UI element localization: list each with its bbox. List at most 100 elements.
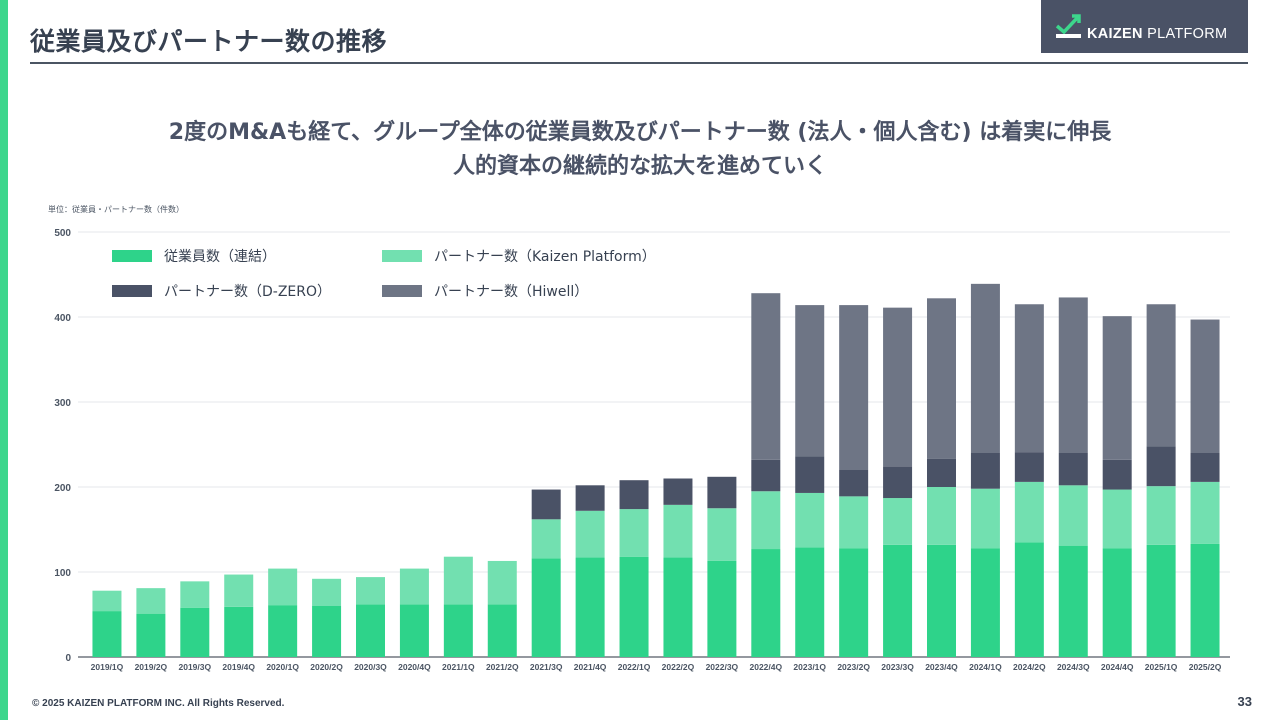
bar-segment-series-2 — [707, 476, 737, 509]
bar-segment-series-2 — [795, 456, 825, 493]
x-tick-label: 2023/4Q — [925, 662, 958, 672]
x-tick-label: 2020/3Q — [354, 662, 387, 672]
bar-segment-series-1 — [970, 488, 1000, 549]
x-tick-label: 2019/3Q — [178, 662, 211, 672]
bar-segment-series-3 — [751, 293, 781, 460]
bar-segment-series-0 — [970, 548, 1000, 657]
bar-segment-series-0 — [136, 613, 166, 657]
x-tick-label: 2021/1Q — [442, 662, 475, 672]
legend-swatch — [112, 250, 152, 262]
y-tick-label: 100 — [54, 568, 71, 579]
bar-segment-series-1 — [1190, 481, 1220, 544]
bar-segment-series-1 — [795, 492, 825, 548]
y-tick-label: 0 — [65, 653, 71, 664]
legend-swatch — [112, 285, 152, 297]
left-accent-bar — [0, 0, 8, 720]
bar-segment-series-2 — [839, 470, 869, 497]
bar-segment-series-3 — [1058, 297, 1088, 453]
y-tick-label: 500 — [54, 228, 71, 239]
x-tick-label: 2024/2Q — [1013, 662, 1046, 672]
bar-segment-series-2 — [1014, 452, 1044, 482]
bar-segment-series-1 — [663, 504, 693, 558]
bar-segment-series-0 — [927, 544, 956, 657]
legend-label: パートナー数（Kaizen Platform） — [434, 249, 656, 265]
bar-segment-series-2 — [531, 489, 561, 520]
company-logo: KAIZEN PLATFORM — [1041, 0, 1248, 53]
bar-segment-series-1 — [751, 491, 781, 550]
bar-segment-series-1 — [92, 590, 122, 612]
bar-segment-series-2 — [970, 453, 1000, 489]
bar-segment-series-2 — [1102, 459, 1132, 490]
x-tick-label: 2020/1Q — [266, 662, 299, 672]
x-tick-label: 2019/1Q — [91, 662, 124, 672]
logo-mark-icon — [1055, 14, 1081, 38]
logo-wordmark-bold: KAIZEN — [1087, 26, 1143, 42]
y-tick-label: 300 — [54, 398, 71, 409]
bar-segment-series-0 — [268, 605, 298, 657]
bar-segment-series-2 — [1058, 453, 1088, 486]
bar-segment-series-0 — [751, 549, 781, 657]
bar-segment-series-1 — [268, 568, 298, 606]
bar-segment-series-0 — [1102, 548, 1132, 657]
bar-segment-series-3 — [1190, 319, 1220, 453]
x-tick-label: 2023/3Q — [881, 662, 914, 672]
bar-segment-series-3 — [1014, 304, 1044, 453]
bar-segment-series-0 — [663, 557, 693, 657]
bar-segment-series-0 — [1058, 545, 1088, 657]
bar-segment-series-3 — [883, 307, 913, 467]
x-tick-label: 2022/1Q — [618, 662, 651, 672]
x-tick-label: 2021/2Q — [486, 662, 519, 672]
bar-segment-series-3 — [1102, 316, 1132, 460]
bar-segment-series-1 — [312, 578, 342, 606]
x-tick-label: 2021/3Q — [530, 662, 563, 672]
bar-segment-series-0 — [399, 604, 429, 657]
bar-segment-series-0 — [619, 556, 649, 657]
bar-segment-series-1 — [487, 560, 517, 605]
bar-segment-series-1 — [399, 568, 429, 605]
bar-segment-series-2 — [1190, 453, 1220, 482]
legend-swatch — [382, 250, 422, 262]
x-tick-label: 2025/2Q — [1189, 662, 1222, 672]
y-tick-label: 400 — [54, 313, 71, 324]
title-divider — [30, 62, 1248, 64]
x-tick-label: 2022/4Q — [749, 662, 782, 672]
bar-segment-series-0 — [312, 606, 342, 657]
bar-segment-series-1 — [1146, 486, 1176, 545]
bar-segment-series-0 — [224, 606, 254, 657]
bar-segment-series-0 — [795, 547, 825, 657]
bar-segment-series-1 — [839, 496, 869, 549]
bar-segment-series-0 — [575, 557, 605, 657]
bar-segment-series-1 — [619, 509, 649, 557]
bar-segment-series-1 — [356, 577, 385, 605]
x-tick-label: 2022/3Q — [706, 662, 739, 672]
bar-segment-series-1 — [1102, 489, 1132, 549]
legend-label: パートナー数（Hiwell） — [434, 284, 588, 300]
x-tick-label: 2020/2Q — [310, 662, 343, 672]
page-number: 33 — [1237, 694, 1252, 709]
bar-segment-series-1 — [1058, 485, 1088, 546]
bar-segment-series-1 — [927, 487, 956, 545]
bar-segment-series-2 — [751, 459, 781, 492]
bar-segment-series-0 — [180, 607, 210, 657]
bar-segment-series-1 — [707, 508, 737, 561]
x-tick-label: 2021/4Q — [574, 662, 607, 672]
bar-segment-series-2 — [883, 466, 913, 499]
x-tick-label: 2019/2Q — [135, 662, 168, 672]
x-tick-label: 2022/2Q — [662, 662, 695, 672]
x-tick-label: 2024/4Q — [1101, 662, 1134, 672]
bar-segment-series-0 — [92, 611, 122, 657]
page-title: 従業員及びパートナー数の推移 — [30, 27, 388, 56]
y-tick-label: 200 — [54, 483, 71, 494]
bar-segment-series-3 — [970, 283, 1000, 453]
legend-label: 従業員数（連結） — [164, 249, 276, 265]
bar-segment-series-0 — [531, 558, 561, 657]
x-tick-label: 2023/2Q — [837, 662, 870, 672]
legend-swatch — [382, 285, 422, 297]
bar-segment-series-1 — [443, 556, 473, 605]
bar-segment-series-1 — [180, 581, 210, 608]
legend-label: パートナー数（D-ZERO） — [164, 284, 331, 300]
bar-segment-series-0 — [487, 604, 517, 657]
bar-segment-series-2 — [619, 480, 649, 510]
bar-segment-series-2 — [663, 478, 693, 505]
